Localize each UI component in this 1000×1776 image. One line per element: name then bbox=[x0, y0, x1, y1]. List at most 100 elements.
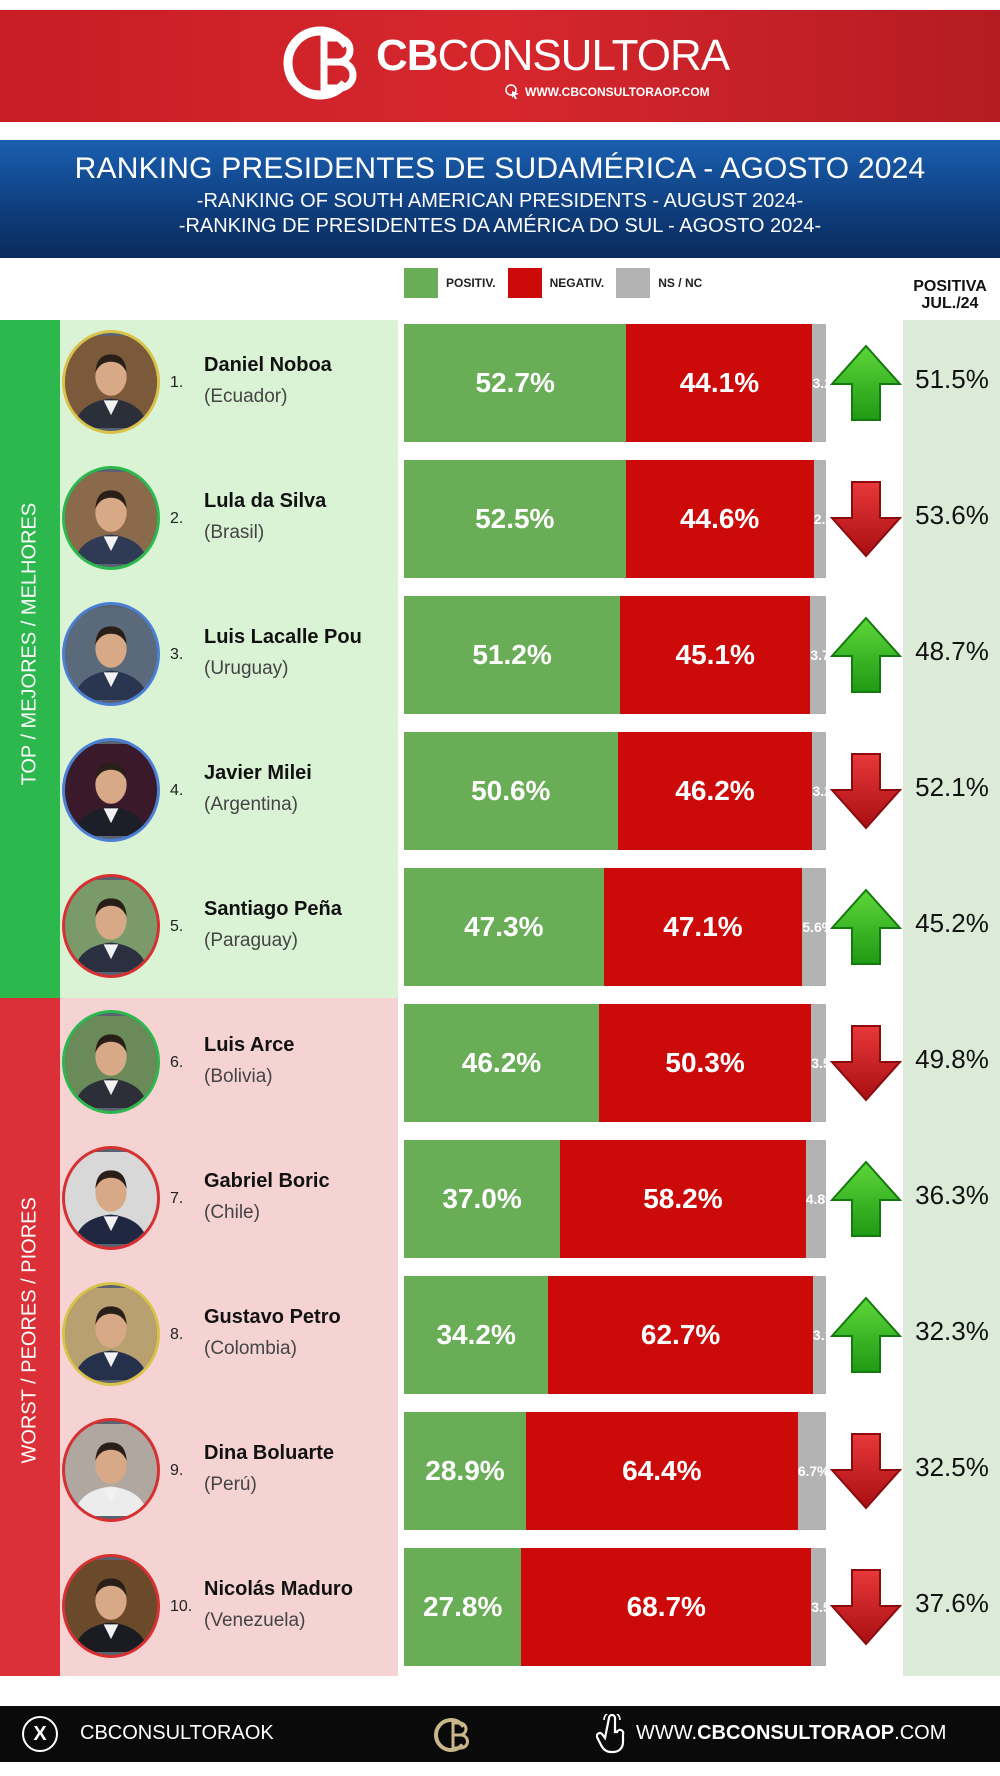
approval-bar: 27.8%68.7%3.5% bbox=[404, 1548, 826, 1666]
rank-number: 1. bbox=[170, 374, 184, 391]
president-row: 4.Javier Milei(Argentina)50.6%46.2%3.2%5… bbox=[0, 728, 1000, 850]
footer-website[interactable]: WWW.CBCONSULTORAOP.COM bbox=[636, 1722, 946, 1745]
header-site-text: WWW.CBCONSULTORAOP.COM bbox=[525, 85, 710, 99]
bar-nsnc: 3.1% bbox=[812, 1276, 826, 1394]
arrow-down-icon bbox=[830, 1025, 902, 1102]
person-silhouette-icon bbox=[65, 1152, 157, 1244]
rank-number: 6. bbox=[170, 1054, 184, 1071]
legend: POSITIV. NEGATIV. NS / NC bbox=[404, 268, 714, 298]
person-silhouette-icon bbox=[65, 472, 157, 564]
rank-number: 10. bbox=[170, 1598, 193, 1615]
president-name: Luis Lacalle Pou bbox=[204, 626, 362, 648]
site-suffix: .COM bbox=[894, 1722, 947, 1744]
person-silhouette-icon bbox=[65, 1424, 157, 1516]
president-name: Gabriel Boric bbox=[204, 1170, 330, 1192]
previous-header-line2: JUL./24 bbox=[921, 295, 979, 312]
legend-swatch-negative bbox=[507, 268, 542, 298]
arrow-up-icon bbox=[830, 1160, 902, 1237]
arrow-up-icon bbox=[830, 1296, 902, 1373]
president-row: 8.Gustavo Petro(Colombia)34.2%62.7%3.1%3… bbox=[0, 1272, 1000, 1394]
social-handle[interactable]: CBCONSULTORAOK bbox=[80, 1722, 274, 1744]
bar-positive: 34.2% bbox=[404, 1276, 549, 1394]
bar-nsnc: 4.8% bbox=[805, 1140, 826, 1258]
previous-month-header: POSITIVA JUL./24 bbox=[900, 278, 1000, 312]
approval-bar: 46.2%50.3%3.5% bbox=[404, 1004, 826, 1122]
president-photo bbox=[62, 1418, 160, 1522]
legend-positive: POSITIV. bbox=[404, 268, 496, 298]
bar-negative: 64.4% bbox=[525, 1412, 798, 1530]
person-silhouette-icon bbox=[65, 880, 157, 972]
president-row: 10. Nicolás Maduro (Venezuela) 27.8% 68.7% 3.… bbox=[0, 1544, 1000, 1666]
president-row: 2. Lula da Silva (Brasil) 52.5%44.6%2.9% 53.… bbox=[0, 456, 1000, 578]
arrow-up-icon bbox=[830, 616, 902, 693]
bar-negative: 50.3% bbox=[598, 1004, 812, 1122]
legend-negative: NEGATIV. bbox=[507, 268, 604, 298]
president-name: Nicolás Maduro bbox=[204, 1578, 353, 1600]
footer: X CBCONSULTORAOK WWW.CBCONSULTORAOP.COM bbox=[0, 1706, 1000, 1762]
president-name: Dina Boluarte bbox=[204, 1442, 335, 1464]
group-worst-band: WORST / PEORES / PIORES bbox=[0, 998, 60, 1676]
bar-positive: 52.7% bbox=[404, 324, 627, 442]
brand-name: CBCONSULTORA bbox=[376, 31, 730, 81]
president-photo bbox=[62, 1554, 160, 1658]
president-country: (Ecuador) bbox=[204, 386, 288, 407]
president-row: 1. Daniel Noboa (Ecuador) 52.7%44.1%3.2% 51.… bbox=[0, 320, 1000, 442]
previous-positive-value: 36.3% bbox=[915, 1180, 989, 1210]
previous-positive-value: 37.6% bbox=[915, 1588, 989, 1618]
chart-subtitle-en: -RANKING OF SOUTH AMERICAN PRESIDENTS - … bbox=[196, 190, 804, 212]
president-row: 5.Santiago Peña(Paraguay)47.3%47.1%5.6%4… bbox=[0, 864, 1000, 986]
bar-nsnc: 3.2% bbox=[812, 732, 826, 850]
approval-bar: 52.7%44.1%3.2% bbox=[404, 324, 826, 442]
x-glyph: X bbox=[33, 1722, 47, 1745]
president-photo bbox=[62, 466, 160, 570]
president-country: (Brasil) bbox=[204, 522, 265, 543]
rank-number: 9. bbox=[170, 1462, 184, 1479]
header: CBCONSULTORA WWW.CBCONSULTORAOP.COM bbox=[0, 0, 1000, 128]
person-silhouette-icon bbox=[65, 336, 157, 428]
approval-bar: 47.3%47.1%5.6% bbox=[404, 868, 826, 986]
bar-negative: 58.2% bbox=[560, 1140, 806, 1258]
approval-bar: 52.5%44.6%2.9% bbox=[404, 460, 826, 578]
previous-positive-value: 51.5% bbox=[915, 364, 989, 394]
arrow-down-icon bbox=[830, 753, 902, 830]
bar-positive: 47.3% bbox=[404, 868, 604, 986]
arrow-down-icon bbox=[830, 1433, 902, 1510]
arrow-down-icon bbox=[830, 481, 902, 558]
president-name: Daniel Noboa bbox=[204, 354, 332, 376]
group-top-band: TOP / MEJORES / MELHORES bbox=[0, 320, 60, 998]
legend-label-nsnc: NS / NC bbox=[658, 276, 703, 290]
brand-logo: CBCONSULTORA bbox=[280, 18, 730, 108]
header-site[interactable]: WWW.CBCONSULTORAOP.COM bbox=[505, 84, 710, 100]
rank-number: 5. bbox=[170, 918, 184, 935]
president-photo bbox=[62, 1282, 160, 1386]
president-country: (Uruguay) bbox=[204, 658, 289, 679]
previous-positive-value: 53.6% bbox=[915, 500, 989, 530]
approval-bar: 37.0%58.2%4.8% bbox=[404, 1140, 826, 1258]
person-silhouette-icon bbox=[65, 608, 157, 700]
bar-positive: 51.2% bbox=[404, 596, 621, 714]
bar-negative: 46.2% bbox=[617, 732, 813, 850]
arrow-up-icon bbox=[830, 888, 902, 965]
president-photo bbox=[62, 330, 160, 434]
previous-positive-value: 48.7% bbox=[915, 636, 989, 666]
bar-positive: 46.2% bbox=[404, 1004, 599, 1122]
bar-nsnc: 3.5% bbox=[811, 1548, 826, 1666]
legend-swatch-nsnc bbox=[616, 268, 651, 298]
president-row: 6. Luis Arce (Bolivia) 46.2%50.3%3.5% 49.8% bbox=[0, 1000, 1000, 1122]
president-country: (Argentina) bbox=[204, 794, 298, 815]
cb-logo-icon bbox=[283, 26, 357, 100]
president-photo bbox=[62, 738, 160, 842]
arrow-down-icon bbox=[830, 1569, 902, 1646]
president-photo bbox=[62, 1010, 160, 1114]
bar-nsnc: 3.2% bbox=[812, 324, 826, 442]
approval-bar: 51.2%45.1%3.7% bbox=[404, 596, 826, 714]
president-country: (Paraguay) bbox=[204, 930, 298, 951]
x-social-icon[interactable]: X bbox=[22, 1716, 58, 1752]
brand-bold: CB bbox=[376, 31, 439, 80]
chart-title: RANKING PRESIDENTES DE SUDAMÉRICA - AGOS… bbox=[74, 152, 926, 185]
president-photo bbox=[62, 1146, 160, 1250]
president-country: (Colombia) bbox=[204, 1338, 297, 1359]
president-country: (Chile) bbox=[204, 1202, 260, 1223]
rank-number: 7. bbox=[170, 1190, 184, 1207]
legend-nsnc: NS / NC bbox=[616, 268, 702, 298]
